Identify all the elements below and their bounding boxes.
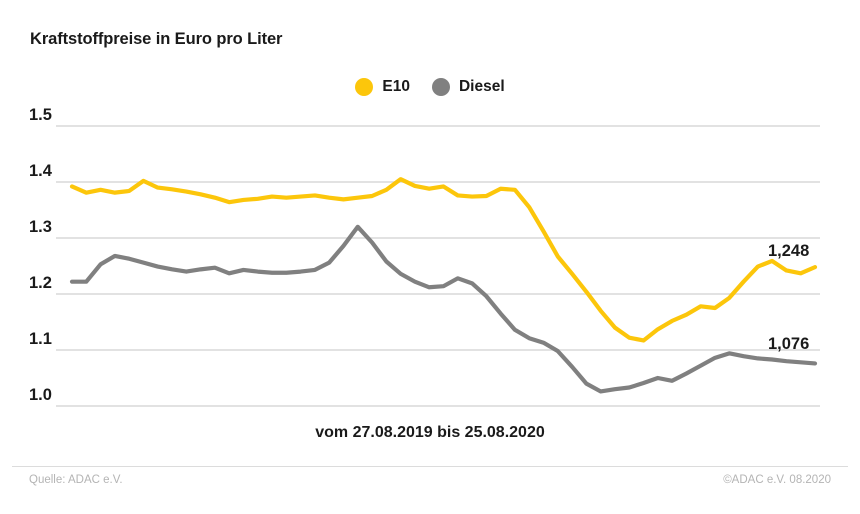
y-axis-tick-label: 1.3	[29, 218, 52, 236]
x-axis-caption: vom 27.08.2019 bis 25.08.2020	[315, 424, 545, 441]
y-axis-tick-label: 1.4	[29, 162, 52, 180]
footer-source: Quelle: ADAC e.V.	[29, 474, 123, 486]
page-title: Kraftstoffpreise in Euro pro Liter	[30, 30, 283, 48]
y-axis-tick-label: 1.0	[29, 386, 52, 404]
series-end-value-diesel: 1,076	[768, 335, 810, 353]
y-axis-tick-label: 1.5	[29, 106, 52, 124]
series-line-e10[interactable]	[69, 177, 818, 343]
y-axis-tick-label: 1.1	[29, 330, 52, 348]
series-end-value-e10: 1,248	[768, 242, 810, 260]
footer-copyright: ©ADAC e.V. 08.2020	[723, 474, 831, 486]
footer-divider	[12, 466, 848, 467]
series-line-diesel[interactable]	[69, 224, 818, 394]
y-axis-tick-label: 1.2	[29, 274, 52, 292]
